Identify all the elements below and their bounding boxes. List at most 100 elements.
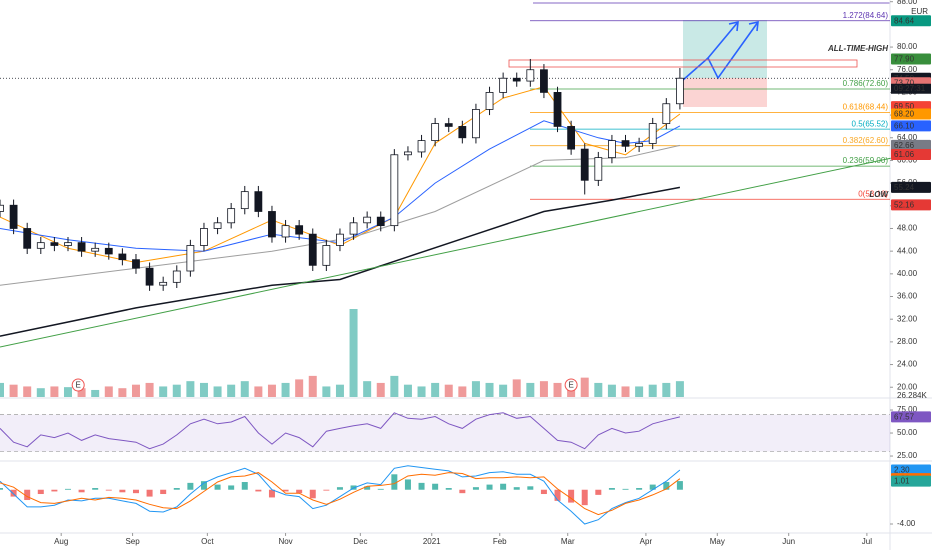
candle-body xyxy=(64,242,72,246)
candle-body xyxy=(594,157,603,181)
macd-histogram xyxy=(64,488,71,490)
candle-body xyxy=(485,92,494,110)
price-badge-label: 77.90 xyxy=(894,55,915,64)
macd-histogram xyxy=(391,474,398,490)
earnings-label: E xyxy=(568,381,573,390)
countdown: 09:27:31 xyxy=(894,84,926,93)
candle-body xyxy=(172,270,181,283)
volume-label: 26.284K xyxy=(897,391,927,400)
x-tick-label: Aug xyxy=(54,537,68,546)
candle-body xyxy=(553,92,562,127)
volume-bar xyxy=(131,384,140,397)
volume-bar xyxy=(63,387,72,397)
y-tick-label: 44.00 xyxy=(897,246,918,255)
volume-bar xyxy=(50,386,59,397)
volume-bar xyxy=(159,386,168,397)
moving-average xyxy=(0,120,681,252)
x-tick-label: Feb xyxy=(493,537,507,546)
price-badge xyxy=(891,464,931,476)
candle-body xyxy=(0,204,4,212)
macd-histogram xyxy=(364,486,371,490)
volume-bar xyxy=(594,382,603,397)
projection xyxy=(508,2,890,107)
volume-bar xyxy=(553,382,562,397)
macd-histogram xyxy=(336,487,343,490)
macd-histogram xyxy=(513,487,520,490)
macd-histogram xyxy=(459,489,466,494)
x-tick-label: May xyxy=(710,537,725,546)
volume-bar xyxy=(23,386,32,397)
macd-histogram xyxy=(432,483,439,490)
price-badge-label: 2.30 xyxy=(894,466,910,475)
candle-body xyxy=(458,126,467,139)
y-tick-label: 28.00 xyxy=(897,337,918,346)
candle-body xyxy=(376,216,385,227)
candle-body xyxy=(390,154,399,227)
annotation: LOW xyxy=(869,190,889,199)
price-badge xyxy=(891,199,931,211)
volume-bar xyxy=(227,384,236,397)
volume-bar xyxy=(9,384,18,397)
price-badge-label: 62.66 xyxy=(894,141,915,150)
volume-bar xyxy=(186,381,195,397)
candle-body xyxy=(268,211,276,238)
fib-label: 0(53.16) xyxy=(858,189,888,198)
macd-histogram xyxy=(119,489,126,493)
price-badge xyxy=(891,475,931,487)
arrow-path xyxy=(682,21,759,81)
volume-bar xyxy=(648,384,657,397)
stop-zone xyxy=(683,78,767,107)
macd-histogram xyxy=(37,489,44,495)
fib-label: 0.5(65.52) xyxy=(852,119,889,128)
candle-body xyxy=(567,126,576,150)
macd-histogram xyxy=(187,482,194,490)
candle-body xyxy=(308,233,317,266)
volume-bar xyxy=(295,379,304,397)
candle-body xyxy=(186,245,195,272)
candle-body xyxy=(145,267,154,286)
x-tick-label: Dec xyxy=(353,537,367,546)
price-badge-label: 61.06 xyxy=(894,150,915,159)
volume-bar xyxy=(0,382,4,397)
macd-histogram xyxy=(132,489,139,494)
volume-bar xyxy=(254,386,263,397)
volume-bar xyxy=(281,382,290,397)
volume-bar xyxy=(308,375,317,397)
x-tick-label: Nov xyxy=(278,537,292,546)
volume-bar xyxy=(213,386,222,397)
volume-bar xyxy=(580,377,589,397)
y-tick-label: 36.00 xyxy=(897,292,918,301)
moving-average xyxy=(0,157,891,348)
moving-average xyxy=(0,186,681,337)
volume-bar xyxy=(145,382,154,397)
candle-body xyxy=(444,123,453,127)
candle-body xyxy=(512,77,521,82)
volume-bar xyxy=(635,386,644,397)
arrow-head xyxy=(748,20,759,32)
volume-bar xyxy=(417,386,426,397)
volume-bar xyxy=(349,309,358,397)
macd-histogram xyxy=(554,489,561,501)
y-tick-label: 88.00 xyxy=(897,0,918,6)
macd-histogram xyxy=(649,484,656,490)
x-tick-label: 2021 xyxy=(423,537,441,546)
volume-bar xyxy=(335,384,344,397)
macd-histogram xyxy=(146,489,153,497)
macd-histogram xyxy=(595,489,602,495)
candle-body xyxy=(23,228,32,249)
candle-body xyxy=(50,242,59,246)
price-badge xyxy=(891,120,931,132)
y-tick-label: 50.00 xyxy=(897,428,918,437)
price-badge xyxy=(891,139,931,151)
x-tick-label: Jul xyxy=(862,537,872,546)
candle-body xyxy=(580,148,589,181)
volume-bar xyxy=(444,384,453,397)
macd-histogram xyxy=(10,489,17,497)
macd-histogram xyxy=(527,486,534,490)
macd-histogram xyxy=(268,489,275,498)
price-badge xyxy=(891,148,931,160)
volume-bar xyxy=(512,379,521,397)
volume-bar xyxy=(675,381,684,397)
